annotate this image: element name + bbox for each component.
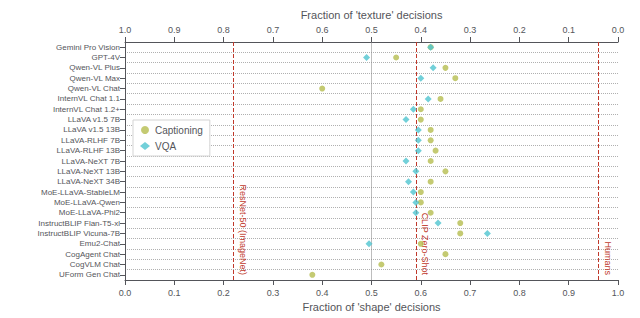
svg-text:0.9: 0.9 <box>168 25 181 35</box>
svg-text:Fraction of 'shape' decisions: Fraction of 'shape' decisions <box>302 301 441 313</box>
svg-text:0.4: 0.4 <box>316 288 329 298</box>
svg-text:Qwen-VL Plus: Qwen-VL Plus <box>69 63 120 72</box>
svg-text:0.5: 0.5 <box>365 288 378 298</box>
svg-text:Qwen-VL Chat: Qwen-VL Chat <box>68 84 121 93</box>
svg-text:0.2: 0.2 <box>217 288 230 298</box>
svg-text:MoE-LLaVA-Phi2: MoE-LLaVA-Phi2 <box>59 208 121 217</box>
svg-text:CogAgent Chat: CogAgent Chat <box>65 250 120 259</box>
svg-text:InternVL Chat 1.2+: InternVL Chat 1.2+ <box>53 105 120 114</box>
svg-text:0.9: 0.9 <box>562 288 575 298</box>
svg-text:Gemini Pro Vision: Gemini Pro Vision <box>56 43 120 52</box>
svg-text:1.0: 1.0 <box>612 288 625 298</box>
svg-text:MoE-LLaVA-StableLM: MoE-LLaVA-StableLM <box>41 188 120 197</box>
svg-text:0.1: 0.1 <box>562 25 575 35</box>
svg-text:InstructBLIP Vicuna-7B: InstructBLIP Vicuna-7B <box>38 229 120 238</box>
svg-text:Humans: Humans <box>603 241 613 275</box>
svg-text:LLaVA v1.5 13B: LLaVA v1.5 13B <box>63 125 120 134</box>
svg-text:LLaVA-NeXT 13B: LLaVA-NeXT 13B <box>57 167 120 176</box>
svg-text:Captioning: Captioning <box>155 125 203 136</box>
svg-text:Qwen-VL Max: Qwen-VL Max <box>70 74 120 83</box>
svg-text:0.1: 0.1 <box>168 288 181 298</box>
svg-text:0.5: 0.5 <box>365 25 378 35</box>
svg-text:0.4: 0.4 <box>415 25 428 35</box>
svg-text:0.7: 0.7 <box>267 25 280 35</box>
svg-text:0.6: 0.6 <box>415 288 428 298</box>
svg-text:0.3: 0.3 <box>464 25 477 35</box>
svg-text:0.6: 0.6 <box>316 25 329 35</box>
svg-text:VQA: VQA <box>155 141 176 152</box>
svg-text:0.0: 0.0 <box>612 25 625 35</box>
svg-text:0.8: 0.8 <box>513 288 526 298</box>
svg-text:CLIP Zero-Shot: CLIP Zero-Shot <box>420 212 431 275</box>
svg-text:Fraction of 'texture' decision: Fraction of 'texture' decisions <box>301 9 443 21</box>
svg-text:GPT-4V: GPT-4V <box>92 53 121 62</box>
svg-text:InternVL Chat 1.1: InternVL Chat 1.1 <box>58 94 121 103</box>
svg-text:1.0: 1.0 <box>119 25 132 35</box>
svg-text:Emu2-Chat: Emu2-Chat <box>80 239 121 248</box>
svg-text:0.0: 0.0 <box>119 288 132 298</box>
svg-text:0.8: 0.8 <box>217 25 230 35</box>
svg-text:0.7: 0.7 <box>464 288 477 298</box>
svg-text:InstructBLIP Flan-T5-xl: InstructBLIP Flan-T5-xl <box>38 219 120 228</box>
svg-text:0.3: 0.3 <box>267 288 280 298</box>
svg-text:LLaVA-RLHF 13B: LLaVA-RLHF 13B <box>57 146 120 155</box>
svg-text:0.2: 0.2 <box>513 25 526 35</box>
svg-text:MoE-LLaVA-Qwen: MoE-LLaVA-Qwen <box>54 198 120 207</box>
svg-text:ResNet-50 (ImageNet): ResNet-50 (ImageNet) <box>238 184 248 275</box>
svg-text:LLaVA-RLHF 7B: LLaVA-RLHF 7B <box>61 136 120 145</box>
svg-text:LLaVA-NeXT 7B: LLaVA-NeXT 7B <box>62 157 120 166</box>
svg-text:UForm Gen Chat: UForm Gen Chat <box>59 270 121 279</box>
svg-text:CogVLM Chat: CogVLM Chat <box>70 260 121 269</box>
svg-text:LLaVA v1.5 7B: LLaVA v1.5 7B <box>68 115 120 124</box>
svg-text:LLaVA-NeXT 34B: LLaVA-NeXT 34B <box>57 177 120 186</box>
